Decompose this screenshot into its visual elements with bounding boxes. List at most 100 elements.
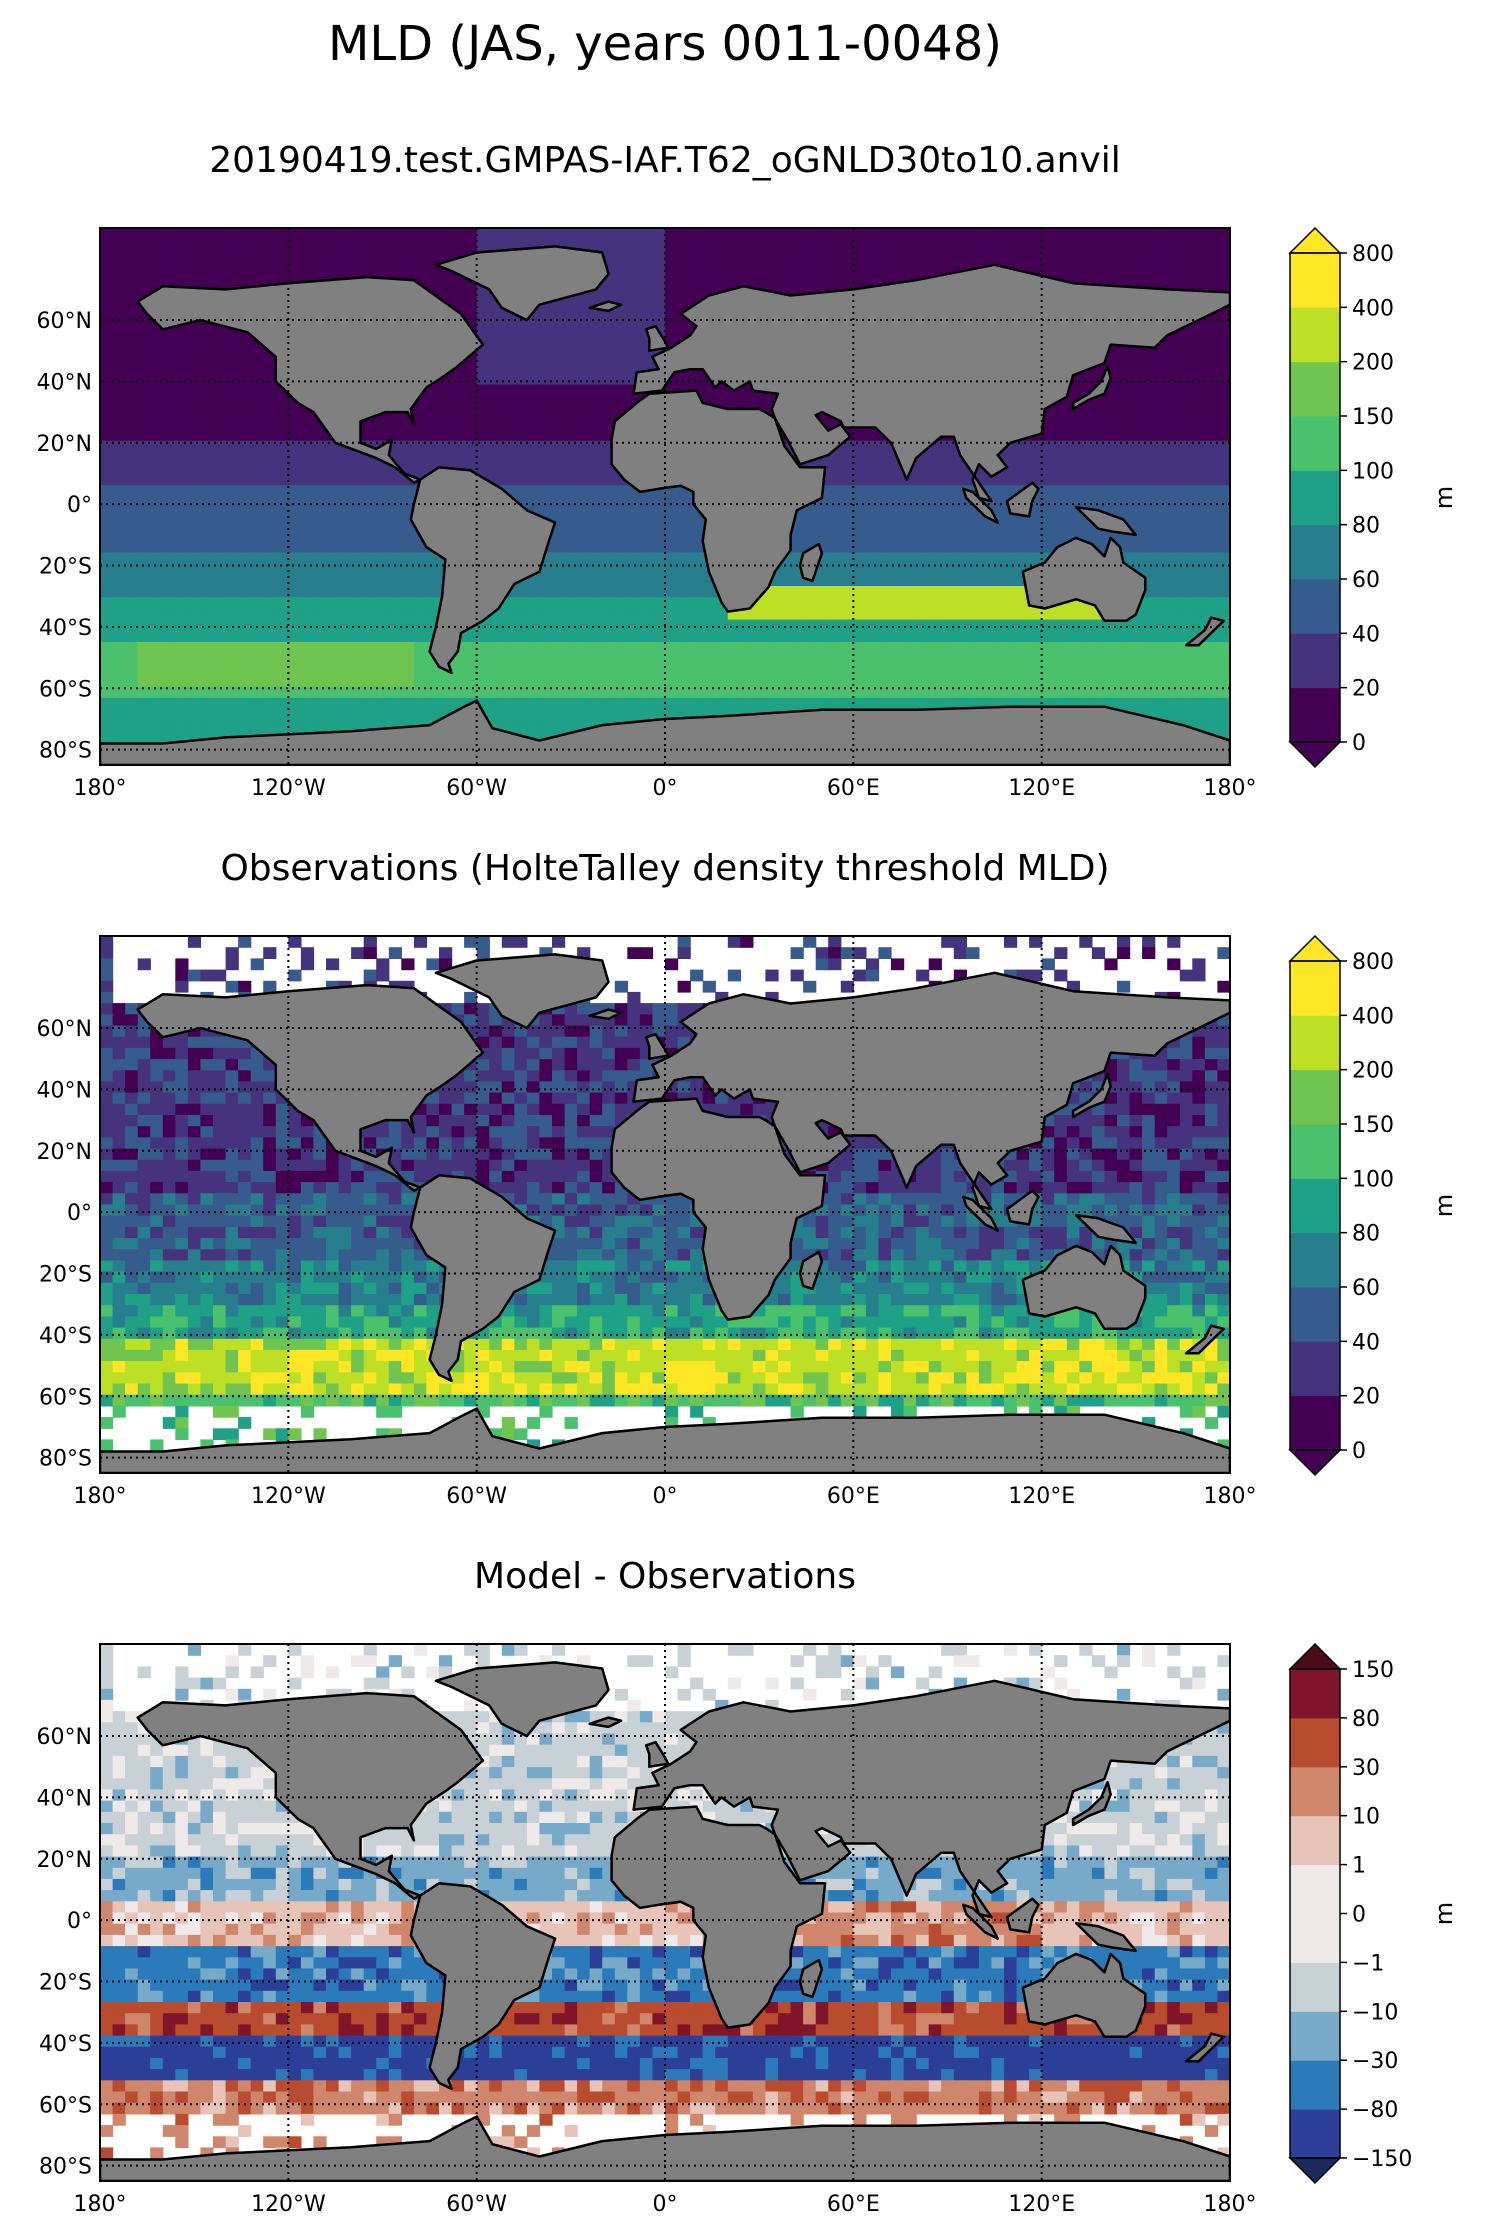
field-cell bbox=[941, 474, 955, 486]
field-cell bbox=[552, 664, 566, 677]
field-cell bbox=[853, 586, 867, 598]
field-cell bbox=[614, 541, 628, 554]
field-cell bbox=[112, 429, 126, 442]
field-cell bbox=[363, 720, 377, 733]
field-cell bbox=[1142, 947, 1156, 959]
field-cell bbox=[1179, 574, 1193, 587]
field-cell bbox=[489, 720, 503, 733]
field-cell bbox=[300, 250, 315, 263]
field-cell bbox=[1004, 239, 1018, 251]
field-cell bbox=[539, 586, 553, 598]
field-cell bbox=[1091, 664, 1106, 677]
field-cell bbox=[1091, 440, 1106, 453]
field-cell bbox=[100, 507, 114, 520]
colorbar-segment bbox=[1290, 307, 1340, 363]
field-cell bbox=[1217, 980, 1230, 993]
field-cell bbox=[991, 653, 1005, 665]
field-cell bbox=[225, 250, 239, 263]
field-cell bbox=[752, 272, 767, 285]
field-cell bbox=[790, 947, 804, 959]
field-cell bbox=[351, 228, 365, 240]
field-cell bbox=[125, 1003, 139, 1015]
field-cell bbox=[865, 451, 880, 464]
field-cell bbox=[514, 586, 528, 598]
field-cell bbox=[413, 429, 428, 442]
field-cell bbox=[250, 384, 264, 397]
field-cell bbox=[439, 947, 453, 959]
field-cell bbox=[639, 552, 654, 565]
field-cell bbox=[338, 675, 352, 688]
field-cell bbox=[665, 597, 679, 609]
field-cell bbox=[614, 272, 628, 285]
field-cell bbox=[464, 686, 478, 699]
field-cell bbox=[388, 250, 402, 263]
field-cell bbox=[125, 574, 139, 587]
field-cell bbox=[238, 440, 252, 453]
field-cell bbox=[464, 362, 478, 375]
field-cell bbox=[665, 1036, 679, 1049]
field-cell bbox=[1192, 969, 1206, 982]
field-cell bbox=[903, 675, 917, 688]
field-cell bbox=[187, 507, 202, 520]
field-cell bbox=[941, 228, 955, 240]
field-cell bbox=[100, 619, 114, 632]
lon-tick-label: 180° bbox=[1204, 776, 1257, 801]
field-cell bbox=[439, 384, 453, 397]
field-cell bbox=[1117, 395, 1131, 408]
field-cell bbox=[489, 407, 503, 419]
field-cell bbox=[413, 440, 428, 453]
field-cell bbox=[250, 228, 264, 240]
field-cell bbox=[1117, 239, 1131, 251]
field-cell bbox=[715, 261, 729, 274]
field-cell bbox=[602, 574, 616, 587]
field-cell bbox=[702, 228, 716, 240]
field-cell bbox=[162, 261, 176, 274]
field-cell bbox=[137, 1059, 151, 1071]
field-cell bbox=[313, 451, 327, 464]
field-cell bbox=[614, 295, 628, 307]
field-cell bbox=[539, 552, 553, 565]
field-cell bbox=[1004, 619, 1018, 632]
field-cell bbox=[1192, 675, 1206, 688]
field-cell bbox=[1204, 462, 1219, 475]
field-cell bbox=[263, 239, 277, 251]
field-cell bbox=[225, 630, 239, 643]
field-cell bbox=[213, 686, 227, 699]
field-cell bbox=[677, 250, 691, 263]
field-cell bbox=[175, 958, 189, 971]
field-cell bbox=[652, 295, 666, 307]
field-cell bbox=[150, 518, 164, 531]
field-cell bbox=[1129, 541, 1143, 554]
field-cell bbox=[1029, 228, 1043, 240]
field-cell bbox=[765, 395, 779, 408]
field-cell bbox=[1129, 239, 1143, 251]
field-cell bbox=[1204, 317, 1219, 330]
field-cell bbox=[175, 362, 189, 375]
field-cell bbox=[1104, 407, 1118, 419]
field-cell bbox=[627, 1014, 641, 1027]
field-cell bbox=[225, 462, 239, 475]
field-cell bbox=[112, 474, 126, 486]
field-cell bbox=[1016, 552, 1030, 565]
field-cell bbox=[263, 395, 277, 408]
field-cell bbox=[1029, 936, 1043, 948]
field-cell bbox=[564, 1047, 578, 1060]
field-cell bbox=[275, 407, 289, 419]
field-cell bbox=[363, 597, 377, 609]
field-cell bbox=[376, 228, 390, 240]
field-cell bbox=[916, 552, 930, 565]
field-cell bbox=[928, 641, 942, 654]
field-cell bbox=[665, 306, 679, 319]
field-cell bbox=[589, 317, 603, 330]
field-cell bbox=[413, 563, 428, 576]
field-cell bbox=[300, 958, 315, 971]
field-cell bbox=[853, 440, 867, 453]
field-cell bbox=[815, 261, 829, 274]
field-cell bbox=[878, 507, 892, 520]
field-cell bbox=[250, 474, 264, 486]
field-cell bbox=[288, 530, 302, 542]
field-cell bbox=[187, 462, 202, 475]
field-cell bbox=[1179, 261, 1193, 274]
field-cell bbox=[978, 574, 993, 587]
field-cell bbox=[891, 586, 905, 598]
